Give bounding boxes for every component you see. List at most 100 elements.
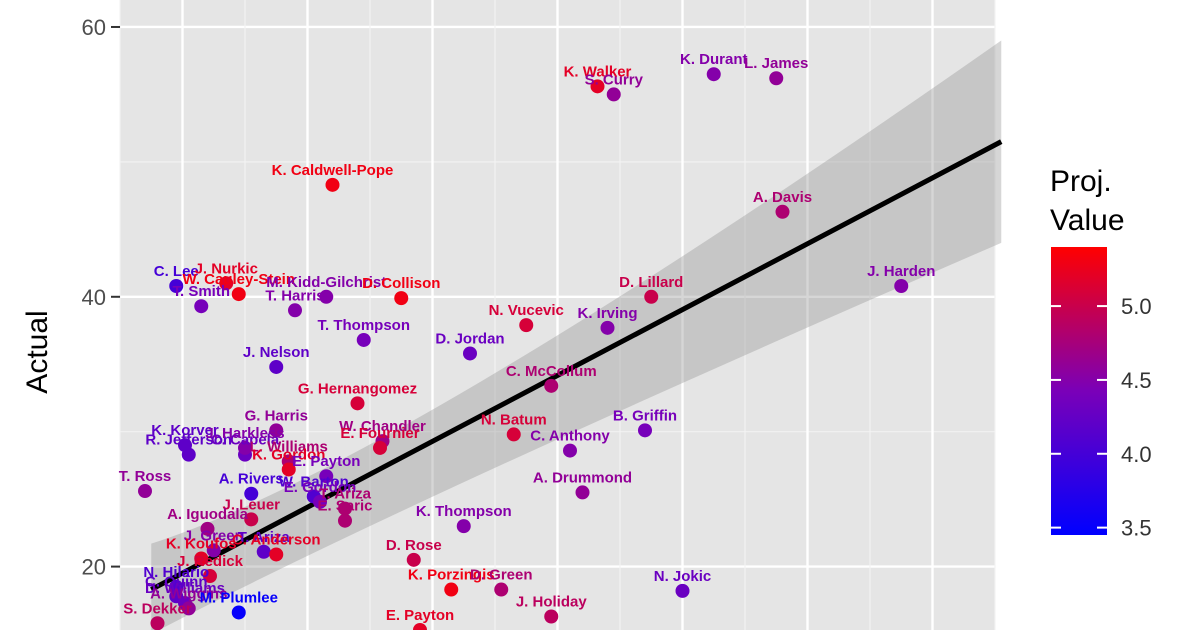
data-point	[269, 359, 284, 374]
data-point	[506, 427, 521, 442]
point-label: W. Cauley-Stein	[182, 271, 295, 288]
point-label: A. Davis	[753, 189, 812, 206]
data-point	[269, 547, 284, 562]
point-label: T. Smith	[172, 283, 230, 300]
data-point	[244, 512, 259, 527]
point-label: C. Anthony	[530, 428, 610, 445]
data-point	[281, 462, 296, 477]
point-label: R. Jefferson	[145, 432, 232, 449]
point-label: L. Williams	[250, 438, 328, 455]
point-label: E. Fournier	[340, 425, 419, 442]
data-point	[338, 501, 352, 516]
point-label: D. Collison	[362, 275, 440, 292]
data-point	[313, 494, 327, 509]
data-point	[373, 440, 387, 455]
legend-ticks: 3.5 4.0 4.5 5.0	[1051, 294, 1152, 541]
data-point	[563, 443, 577, 458]
point-label: D. Rose	[386, 537, 442, 554]
data-point	[169, 278, 184, 293]
data-point	[269, 423, 284, 438]
data-point	[200, 521, 215, 536]
point-label: G. Harris	[245, 407, 308, 424]
point-label: J. Harkless	[205, 425, 284, 442]
y-axis: 20 40 60	[82, 15, 120, 580]
data-point	[338, 513, 352, 528]
point-label: M. Kidd-Gilchrist	[266, 274, 386, 291]
data-point	[600, 320, 615, 335]
point-label: G. Hernangomez	[298, 380, 417, 397]
data-point	[675, 583, 690, 598]
point-label: C. Lee	[154, 263, 199, 280]
data-point	[775, 204, 790, 219]
point-label: K. Porzingis	[408, 567, 495, 584]
point-label: M. Plumlee	[200, 589, 278, 606]
data-point	[244, 486, 259, 501]
data-point	[706, 67, 721, 82]
data-point	[231, 605, 246, 620]
point-label: J. Harden	[867, 263, 935, 280]
data-point	[590, 79, 605, 94]
point-label: T. Ross	[119, 468, 172, 485]
point-label: J. Green	[184, 527, 244, 544]
data-point	[644, 289, 659, 304]
legend-title-line1: Proj.	[1050, 165, 1112, 198]
data-point	[256, 544, 271, 559]
point-label: D. Lillard	[619, 274, 683, 291]
data-point	[206, 543, 221, 558]
data-point	[544, 609, 559, 624]
data-point	[194, 551, 209, 566]
legend-tick-label: 4.5	[1121, 368, 1152, 393]
point-label: E. Saric	[317, 498, 372, 515]
data-point	[325, 177, 340, 192]
point-label: D. Green	[470, 567, 533, 584]
trend-line	[150, 139, 1003, 592]
point-label: J. Leuer	[222, 496, 280, 513]
point-label: A. Iguodala	[167, 506, 248, 523]
data-point	[319, 469, 334, 484]
data-point	[894, 278, 909, 293]
data-point	[238, 440, 252, 455]
point-label: E. Payton	[386, 607, 454, 624]
data-point	[219, 276, 234, 291]
point-label: A. Wiggins	[150, 585, 227, 602]
point-label: S. Curry	[585, 71, 644, 88]
legend-tick-label: 4.0	[1121, 442, 1152, 467]
point-label: T. Thompson	[318, 317, 411, 334]
y-axis-title: Actual	[21, 310, 54, 393]
point-label: E. Gordon	[284, 479, 357, 496]
point-label: N. Batum	[481, 411, 547, 428]
point-label: D. Jordan	[435, 330, 504, 347]
data-point	[544, 378, 559, 393]
point-label: K. Korver	[151, 422, 219, 439]
point-label: D. Williams	[145, 580, 225, 597]
point-label: A. Drummond	[533, 469, 632, 486]
point-label: K. Durant	[680, 51, 748, 68]
confidence-band	[151, 40, 1002, 630]
gridlines	[119, 0, 996, 630]
point-label: J. Redick	[177, 553, 244, 570]
point-label: N. Jokic	[654, 568, 712, 585]
point-label: N. Hilario	[143, 564, 209, 581]
data-point	[356, 332, 371, 347]
point-label: S. Dekker	[123, 600, 192, 617]
legend-colorbar	[1051, 247, 1107, 535]
legend: Proj. Value 3.5 4.0 4.5 5.0	[1050, 165, 1152, 541]
point-label: A. Rivers	[219, 471, 284, 488]
point-label: N. Vucevic	[489, 302, 564, 319]
data-point	[394, 291, 409, 306]
point-label: C. McCollum	[506, 363, 597, 380]
point-label: J. Nurkic	[195, 260, 258, 277]
data-point	[150, 616, 165, 630]
point-label: C. Quinn	[145, 573, 208, 590]
point-label: W. Barton	[279, 473, 349, 490]
point-label: K. Koufos	[166, 536, 237, 553]
data-point	[575, 485, 590, 500]
data-point	[606, 87, 621, 102]
point-label: K. Irving	[577, 305, 637, 322]
data-point	[456, 519, 471, 534]
point-label: W. Chandler	[339, 418, 426, 435]
data-point	[181, 601, 196, 616]
data-point	[413, 623, 427, 630]
